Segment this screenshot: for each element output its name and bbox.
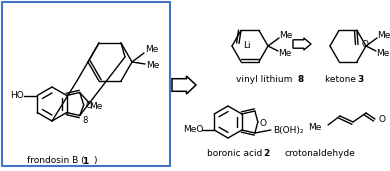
Text: Me: Me [376, 49, 390, 57]
Text: 8: 8 [82, 116, 87, 125]
Text: 2: 2 [263, 148, 269, 157]
Text: O: O [362, 40, 369, 49]
Text: Me: Me [377, 31, 390, 41]
Text: Me: Me [89, 102, 103, 111]
Text: Me: Me [278, 49, 292, 57]
Text: Me: Me [279, 31, 292, 41]
Text: 1: 1 [82, 156, 88, 166]
Text: MeO: MeO [183, 126, 203, 135]
Text: ketone: ketone [325, 76, 359, 84]
Text: Me: Me [308, 122, 322, 131]
Text: O: O [379, 115, 385, 124]
Text: Me: Me [145, 45, 159, 55]
Bar [2, 2, 170, 166]
Text: Li: Li [243, 41, 251, 50]
Text: O: O [85, 102, 92, 110]
Text: HO: HO [11, 91, 24, 100]
Text: 3: 3 [357, 76, 363, 84]
Text: boronic acid: boronic acid [207, 148, 265, 157]
Text: B(OH)₂: B(OH)₂ [274, 126, 304, 135]
Text: vinyl lithium: vinyl lithium [236, 76, 295, 84]
Text: frondosin B (: frondosin B ( [27, 156, 85, 166]
Text: 8: 8 [297, 76, 303, 84]
Text: O: O [259, 119, 266, 128]
Text: Me: Me [146, 62, 160, 70]
Text: ): ) [93, 156, 96, 166]
Text: crotonaldehyde: crotonaldehyde [285, 148, 355, 157]
